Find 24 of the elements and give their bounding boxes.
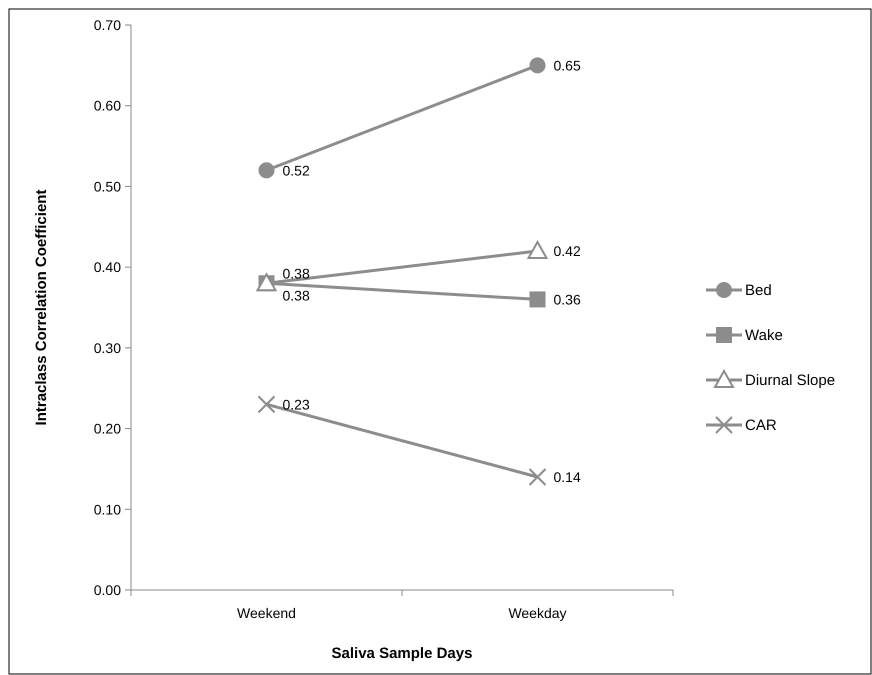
y-tick-label: 0.10	[94, 501, 122, 518]
x-axis-title: Saliva Sample Days	[332, 645, 472, 662]
legend-label: CAR	[745, 417, 777, 434]
data-label: 0.14	[554, 469, 581, 485]
data-label: 0.38	[282, 287, 310, 304]
y-tick-label: 0.00	[94, 582, 122, 598]
data-label: 0.65	[554, 57, 581, 74]
x-tick-label: Weekday	[508, 605, 567, 621]
y-tick-label: 0.30	[94, 340, 122, 356]
legend-label: Bed	[745, 282, 772, 299]
y-axis-title: Intraclass Correlation Coefficient	[33, 190, 50, 426]
y-tick-label: 0.40	[94, 259, 122, 276]
y-tick-label: 0.70	[94, 17, 122, 33]
legend-label: Wake	[745, 327, 783, 344]
y-tick-label: 0.20	[94, 420, 122, 437]
data-label: 0.23	[282, 396, 310, 412]
legend-label: Diurnal Slope	[745, 372, 836, 389]
y-tick-label: 0.60	[94, 98, 122, 114]
x-tick-label: Weekend	[237, 605, 296, 621]
data-label: 0.38	[282, 265, 310, 282]
y-tick-label: 0.50	[94, 178, 122, 194]
data-label: 0.52	[282, 162, 310, 178]
data-label: 0.36	[554, 291, 581, 308]
data-label: 0.42	[554, 243, 581, 259]
